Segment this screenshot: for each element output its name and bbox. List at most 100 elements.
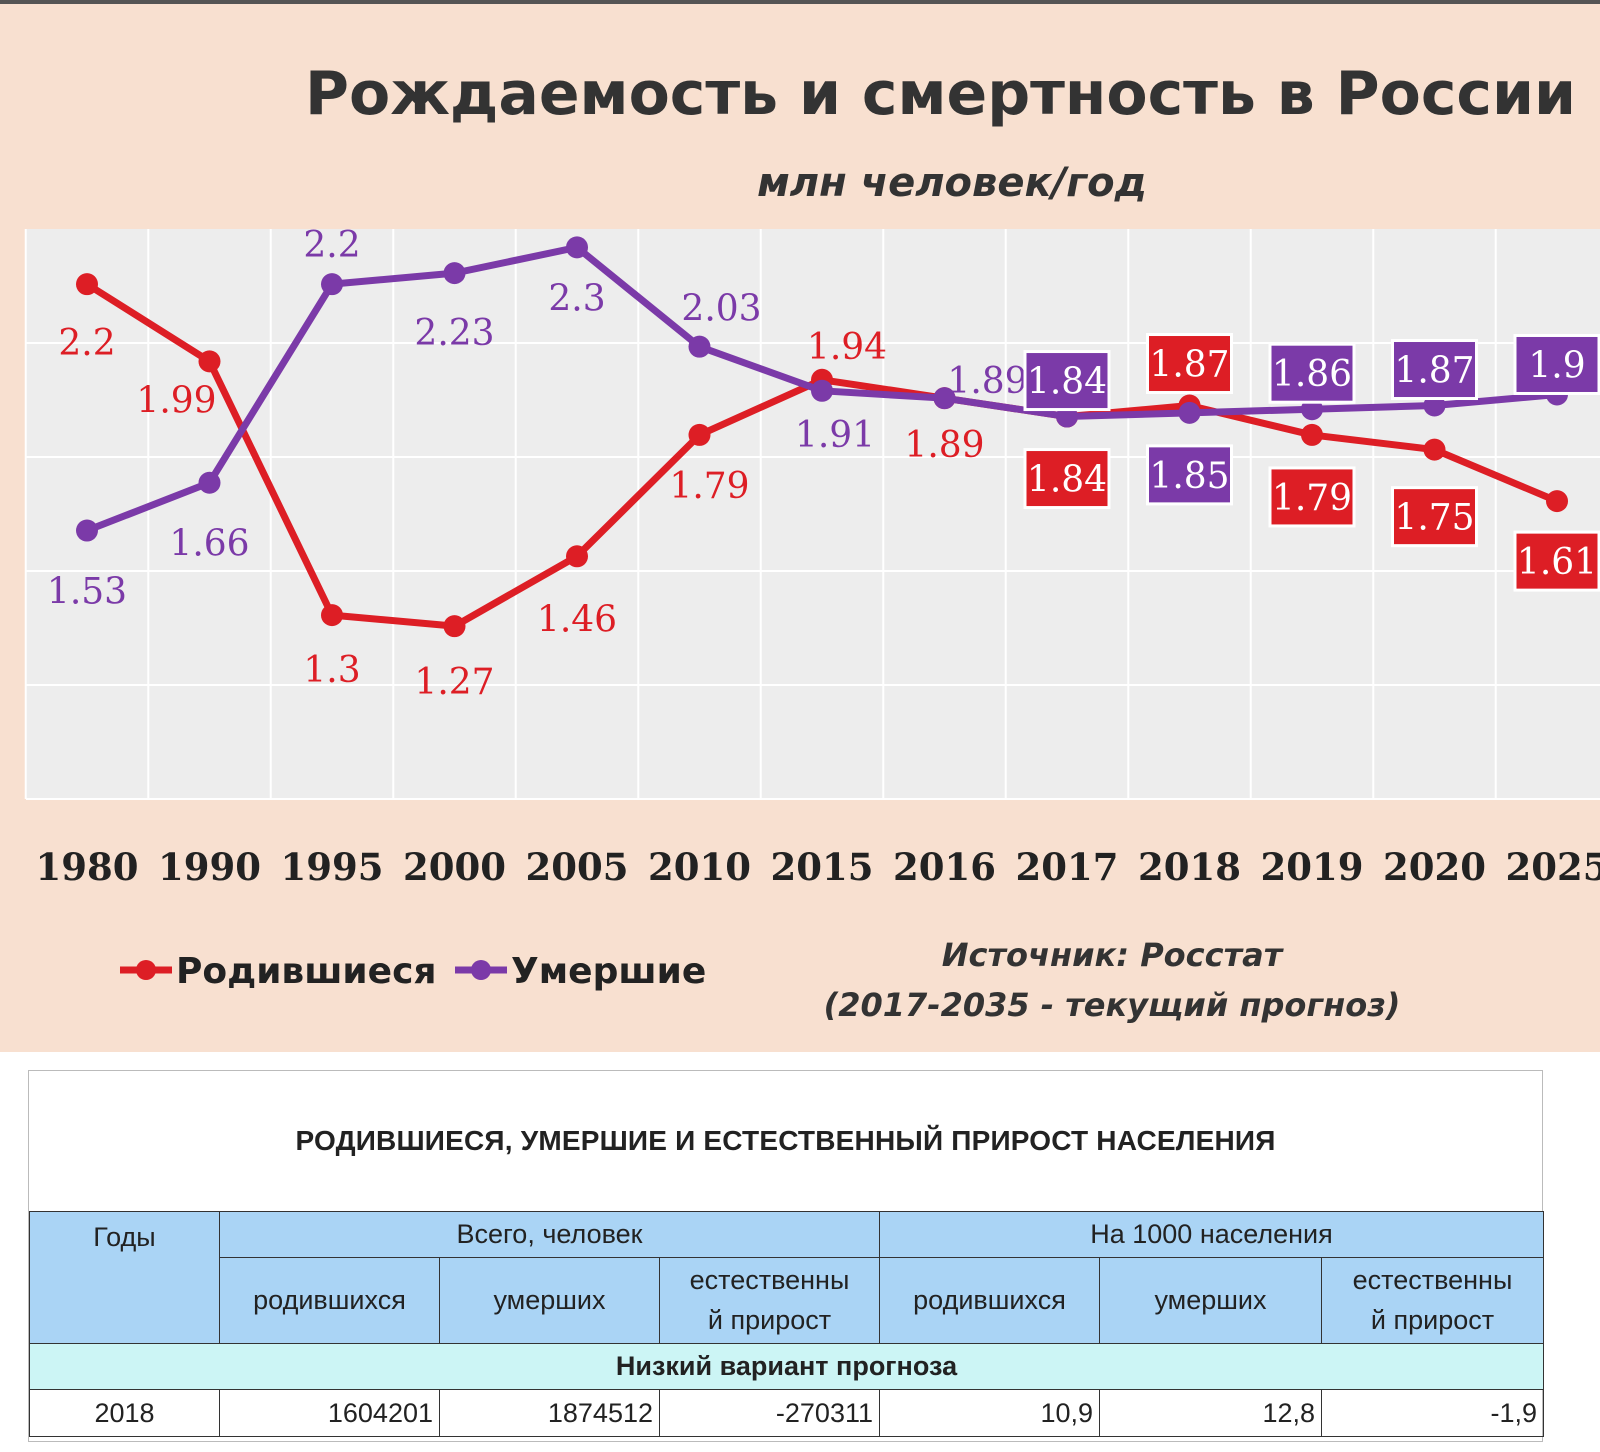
data-label-born: 1.75 xyxy=(1394,498,1474,539)
chart-title: Рождаемость и смертность в России xyxy=(305,59,1576,129)
data-label-born: 1.61 xyxy=(1517,542,1597,583)
series-layer xyxy=(76,236,1568,638)
data-point-born xyxy=(566,545,588,568)
col-header-growth-line2: й прирост xyxy=(707,1304,832,1335)
chart-svg: Рождаемость и смертность в России млн че… xyxy=(24,59,1600,1024)
x-tick-label: 1995 xyxy=(281,845,384,889)
legend: Родившиеся Умершие xyxy=(120,951,706,992)
data-label-born: 1.89 xyxy=(904,425,984,466)
chart-subtitle: млн человек/год xyxy=(757,160,1147,206)
data-label-born: 1.79 xyxy=(669,466,749,507)
x-tick-label: 1980 xyxy=(36,845,139,889)
data-point-died xyxy=(933,387,956,410)
x-tick-label: 2018 xyxy=(1138,845,1241,889)
cell-born-rate: 10,9 xyxy=(879,1389,1100,1437)
col-header-growth-rate-line1: естественны xyxy=(1352,1265,1513,1296)
data-label-died: 1.86 xyxy=(1272,354,1352,395)
group-header-per1000: На 1000 населения xyxy=(879,1211,1544,1258)
table-title: РОДИВШИЕСЯ, УМЕРШИЕ И ЕСТЕСТВЕННЫЙ ПРИРО… xyxy=(295,1125,1276,1156)
cell-growth-rate: -1,9 xyxy=(1321,1389,1544,1437)
data-label-died: 2.2 xyxy=(303,225,360,266)
data-label-born: 1.84 xyxy=(1027,460,1107,501)
x-tick-label: 2016 xyxy=(893,845,996,889)
data-label-born: 1.46 xyxy=(537,599,617,640)
data-label-died: 1.84 xyxy=(1027,362,1107,403)
legend-born-marker xyxy=(136,960,156,980)
table-row: 2018 1604201 1874512 -270311 10,9 12,8 -… xyxy=(29,1389,1544,1437)
data-label-died: 1.85 xyxy=(1149,456,1229,497)
col-header-died: умерших xyxy=(439,1257,660,1344)
col-header-growth: естественны й прирост xyxy=(659,1257,880,1344)
data-label-died: 1.66 xyxy=(169,524,249,565)
data-point-died xyxy=(198,471,221,494)
data-point-died xyxy=(566,236,588,259)
data-point-born xyxy=(1546,490,1568,513)
data-label-died: 2.03 xyxy=(681,289,761,330)
x-tick-label: 2015 xyxy=(771,845,874,889)
data-label-born: 1.99 xyxy=(136,380,216,421)
data-label-died: 1.9 xyxy=(1528,345,1585,386)
data-label-born: 1.94 xyxy=(807,327,887,368)
col-header-born-rate: родившихся xyxy=(879,1257,1100,1344)
data-label-born: 1.27 xyxy=(414,662,494,703)
data-label-born: 1.87 xyxy=(1149,345,1229,386)
x-axis-ticks: 1980 1990 1995 2000 2005 2010 2015 2016 2017 2018… xyxy=(36,845,1600,889)
statistics-table: Годы Всего, человек На 1000 населения ро… xyxy=(29,1211,1544,1437)
cell-died: 1874512 xyxy=(439,1389,660,1437)
cell-died-rate: 12,8 xyxy=(1099,1389,1322,1437)
cell-born: 1604201 xyxy=(219,1389,440,1437)
legend-born-label: Родившиеся xyxy=(176,951,437,992)
data-label-box-born xyxy=(1268,466,1356,528)
col-header-growth-rate-line2: й прирост xyxy=(1370,1304,1495,1335)
source-note: (2017-2035 - текущий прогноз) xyxy=(824,986,1401,1024)
data-label-box-born xyxy=(1391,486,1478,548)
statistics-table-box: РОДИВШИЕСЯ, УМЕРШИЕ И ЕСТЕСТВЕННЫЙ ПРИРО… xyxy=(28,1070,1544,1442)
data-point-born xyxy=(443,615,466,638)
data-label-born: 2.2 xyxy=(58,323,115,364)
data-label-box-born xyxy=(1513,530,1600,592)
data-point-born xyxy=(688,423,711,446)
data-label-born: 1.79 xyxy=(1272,478,1352,519)
data-label-died: 1.89 xyxy=(947,361,1027,402)
data-label-box-died xyxy=(1391,339,1478,401)
data-label-box-born xyxy=(1023,448,1111,510)
legend-died-marker xyxy=(471,960,491,980)
data-point-died xyxy=(811,379,833,402)
x-tick-label: 1990 xyxy=(158,845,261,889)
data-point-died xyxy=(688,335,711,358)
data-label-died: 2.23 xyxy=(414,313,494,354)
data-label-box-died xyxy=(1023,350,1111,412)
col-header-died-rate: умерших xyxy=(1099,1257,1322,1344)
data-point-died xyxy=(321,273,343,296)
data-point-died xyxy=(443,262,466,285)
data-label-died: 1.87 xyxy=(1394,351,1474,392)
source-label: Источник: Росстат xyxy=(942,936,1285,974)
x-tick-label: 2020 xyxy=(1383,845,1486,889)
data-labels: 2.21.991.3 1.271.461.791.941.891.841.871.… xyxy=(47,225,1600,703)
cell-year: 2018 xyxy=(29,1389,220,1437)
plot-area xyxy=(26,229,1600,799)
col-header-growth-line1: естественны xyxy=(689,1265,850,1296)
x-tick-label: 2005 xyxy=(526,845,629,889)
x-tick-label: 2019 xyxy=(1261,845,1364,889)
data-label-box-died xyxy=(1146,444,1233,506)
data-label-box-born xyxy=(1146,333,1233,395)
col-header-years: Годы xyxy=(29,1211,220,1344)
chart-panel: Рождаемость и смертность в России млн че… xyxy=(0,0,1600,1052)
data-label-died: 1.53 xyxy=(47,572,127,613)
data-label-born: 1.3 xyxy=(303,650,360,691)
data-point-born xyxy=(1301,423,1323,446)
x-tick-label: 2025 xyxy=(1506,845,1600,889)
data-point-born xyxy=(321,604,343,627)
x-tick-label: 2017 xyxy=(1016,845,1119,889)
cell-growth: -270311 xyxy=(659,1389,880,1437)
x-tick-label: 2010 xyxy=(648,845,751,889)
data-label-box-died xyxy=(1268,342,1356,404)
data-point-born xyxy=(198,350,221,373)
data-label-box-died xyxy=(1513,333,1600,395)
section-header-low-forecast: Низкий вариант прогноза xyxy=(29,1343,1544,1390)
group-header-total: Всего, человек xyxy=(219,1211,880,1258)
col-header-born: родившихся xyxy=(219,1257,440,1344)
data-label-died: 1.91 xyxy=(795,415,875,456)
data-label-died: 2.3 xyxy=(548,278,605,319)
